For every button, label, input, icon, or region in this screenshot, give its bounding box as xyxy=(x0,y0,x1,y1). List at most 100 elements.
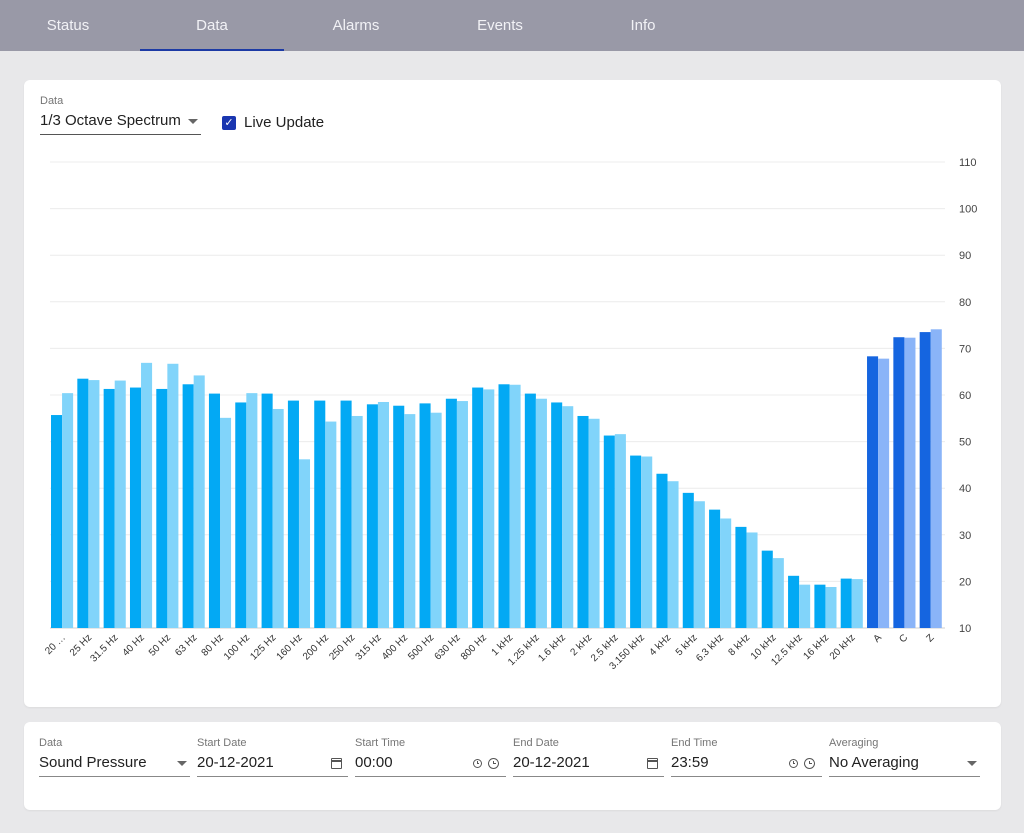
end-time-field: End Time 23:59 xyxy=(671,722,822,810)
tab-events[interactable]: Events xyxy=(477,17,523,34)
bar-series-1 xyxy=(630,455,642,628)
averaging-value: No Averaging xyxy=(829,754,919,771)
x-tick-label: 630 Hz xyxy=(433,632,463,662)
bar-series-1 xyxy=(788,575,800,628)
averaging-select[interactable]: No Averaging xyxy=(829,752,980,777)
bar-series-2 xyxy=(825,586,837,628)
data-source-label: Data xyxy=(39,737,63,749)
bar-series-2 xyxy=(193,375,205,628)
bar-series-2 xyxy=(88,380,100,628)
x-tick-label: 20 … xyxy=(43,632,68,657)
end-date-field: End Date 20-12-2021 xyxy=(513,722,664,810)
bar-series-2 xyxy=(799,584,811,628)
bar-series-2 xyxy=(298,459,311,628)
x-tick-label: 40 Hz xyxy=(121,632,147,658)
bar-series-1 xyxy=(77,378,89,628)
x-tick-label: 4 kHz xyxy=(648,632,674,658)
x-tick-label: 400 Hz xyxy=(380,632,410,662)
live-update-checkbox[interactable]: ✓ xyxy=(222,115,236,130)
bar-series-1 xyxy=(682,492,694,628)
data-source-field: Data Sound Pressure xyxy=(39,722,190,810)
bar-series-1 xyxy=(182,384,194,628)
x-tick-label: 16 kHz xyxy=(802,632,832,662)
x-tick-label: 800 Hz xyxy=(459,632,489,662)
chevron-down-icon xyxy=(177,761,187,766)
tab-status[interactable]: Status xyxy=(46,17,90,34)
x-tick-label: 6.3 kHz xyxy=(694,632,726,664)
x-tick-label: Z xyxy=(924,632,936,644)
end-date-input[interactable]: 20-12-2021 xyxy=(513,752,664,777)
data-type-value: 1/3 Octave Spectrum xyxy=(40,112,181,129)
bar-series-2 xyxy=(746,532,758,628)
bar-series-1 xyxy=(366,404,378,628)
bar-series-1 xyxy=(919,332,931,628)
bar-series-1 xyxy=(51,415,63,628)
bar-series-2 xyxy=(377,401,389,628)
start-date-input[interactable]: 20-12-2021 xyxy=(197,752,348,777)
bar-series-2 xyxy=(614,434,626,628)
bar-series-1 xyxy=(814,584,826,628)
tab-data[interactable]: Data xyxy=(140,0,284,51)
y-tick-label: 110 xyxy=(959,157,977,169)
bar-series-2 xyxy=(404,414,416,628)
bar-series-2 xyxy=(114,380,126,628)
time-icon[interactable] xyxy=(789,759,798,768)
y-tick-label: 60 xyxy=(959,390,971,402)
start-date-value: 20-12-2021 xyxy=(197,754,274,771)
bar-series-2 xyxy=(588,418,600,628)
y-tick-label: 70 xyxy=(959,343,971,355)
bar-series-2 xyxy=(167,363,179,628)
time-icon[interactable] xyxy=(473,759,482,768)
bar-series-2 xyxy=(641,456,653,628)
bar-series-2 xyxy=(904,337,916,628)
bar-series-1 xyxy=(235,402,247,628)
bar-series-2 xyxy=(930,329,942,628)
x-tick-label: 63 Hz xyxy=(173,632,199,658)
spectrum-panel: Data 1/3 Octave Spectrum ✓ Live Update 1… xyxy=(24,80,1001,707)
tab-bar: Status Data Alarms Events Info xyxy=(0,0,1024,51)
bar-series-2 xyxy=(720,518,732,628)
bar-series-2 xyxy=(272,408,284,628)
bar-series-2 xyxy=(667,481,679,628)
end-time-input[interactable]: 23:59 xyxy=(671,752,822,777)
bar-series-1 xyxy=(709,509,721,628)
bar-series-2 xyxy=(772,558,784,628)
bar-series-2 xyxy=(351,415,363,628)
bar-series-2 xyxy=(535,398,547,628)
tab-info[interactable]: Info xyxy=(630,17,656,34)
x-tick-label: 315 Hz xyxy=(354,632,384,662)
y-tick-label: 80 xyxy=(959,297,971,309)
live-update-toggle[interactable]: ✓ Live Update xyxy=(222,114,324,131)
start-time-value: 00:00 xyxy=(355,754,393,771)
x-tick-label: 500 Hz xyxy=(406,632,436,662)
bar-series-2 xyxy=(562,406,574,628)
data-type-label: Data xyxy=(40,95,64,107)
bar-series-2 xyxy=(509,384,521,628)
averaging-label: Averaging xyxy=(829,737,879,749)
y-tick-label: 30 xyxy=(959,530,971,542)
bar-series-1 xyxy=(156,388,168,628)
start-time-input[interactable]: 00:00 xyxy=(355,752,506,777)
bar-series-1 xyxy=(314,400,326,628)
y-tick-label: 50 xyxy=(959,437,971,449)
bar-series-1 xyxy=(129,387,142,628)
bar-series-1 xyxy=(340,400,352,628)
live-update-label: Live Update xyxy=(244,114,325,131)
bar-series-1 xyxy=(498,384,510,628)
tab-alarms[interactable]: Alarms xyxy=(332,17,380,34)
data-source-select[interactable]: Sound Pressure xyxy=(39,752,190,777)
data-type-select[interactable]: 1/3 Octave Spectrum xyxy=(40,110,201,135)
bar-series-2 xyxy=(878,358,890,628)
calendar-icon[interactable] xyxy=(647,758,658,769)
bar-series-1 xyxy=(524,393,536,628)
x-tick-label: A xyxy=(871,632,884,645)
bar-series-1 xyxy=(287,400,299,628)
start-date-field: Start Date 20-12-2021 xyxy=(197,722,348,810)
calendar-icon[interactable] xyxy=(331,758,342,769)
clock-icon[interactable] xyxy=(804,758,815,769)
bar-series-1 xyxy=(103,388,115,628)
bar-series-2 xyxy=(219,417,232,628)
clock-icon[interactable] xyxy=(488,758,499,769)
check-icon: ✓ xyxy=(224,116,234,129)
bar-series-1 xyxy=(577,415,589,628)
